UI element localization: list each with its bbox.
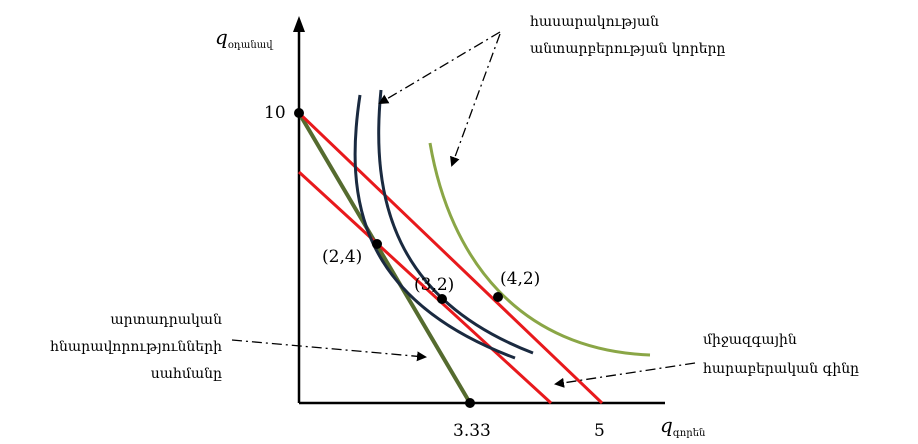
- leader-indiff-b: [450, 33, 501, 167]
- y-axis-label-sub: օդանավ: [228, 40, 274, 51]
- leader-ppf: [231, 339, 427, 362]
- y-axis-arrow: [293, 16, 305, 32]
- price-line-upper: [297, 111, 604, 405]
- annotation-indifference-line1: հասարակության: [530, 14, 659, 30]
- point-x-333: [465, 398, 475, 408]
- x-tick-5: 5: [594, 421, 605, 441]
- points: [294, 108, 503, 408]
- annotation-indifference-line2: անտարբերության կորերը: [530, 41, 726, 57]
- point-4-2: [493, 292, 503, 302]
- y-axis-label: qօդանավ: [215, 25, 274, 51]
- annotation-price-line1: միջազգային: [703, 332, 797, 348]
- annotation-ppf-line1: արտադրական: [110, 312, 222, 328]
- x-axis-label-main: q: [660, 413, 673, 437]
- x-axis-label: qգորեն: [660, 413, 706, 439]
- x-tick-333: 3.33: [453, 421, 491, 441]
- x-axis-label-sub: գորեն: [673, 428, 706, 439]
- indifference-curve-2: [377, 89, 534, 355]
- production-possibility-frontier: [297, 111, 472, 405]
- leader-arrows: [231, 31, 696, 388]
- y-tick-10: 10: [264, 103, 286, 123]
- indifference-curve-3: [428, 142, 651, 357]
- leader-price: [554, 362, 696, 388]
- y-axis-label-main: q: [215, 25, 228, 49]
- annotation-ppf-line3: սահմանը: [151, 366, 222, 382]
- point-2-4: [372, 239, 382, 249]
- label-point-3-2: (3,2): [414, 275, 454, 295]
- label-point-2-4: (2,4): [322, 247, 362, 267]
- axes: [293, 16, 665, 405]
- annotation-ppf-line2: հնարավորությունների: [50, 339, 222, 355]
- label-point-4-2: (4,2): [500, 269, 540, 289]
- annotation-price-line2: հարաբերական գինը: [703, 361, 859, 377]
- point-3-2: [437, 294, 447, 304]
- leader-indiff-a: [378, 31, 501, 105]
- point-y-intercept: [294, 108, 304, 118]
- price-line-lower: [297, 170, 553, 405]
